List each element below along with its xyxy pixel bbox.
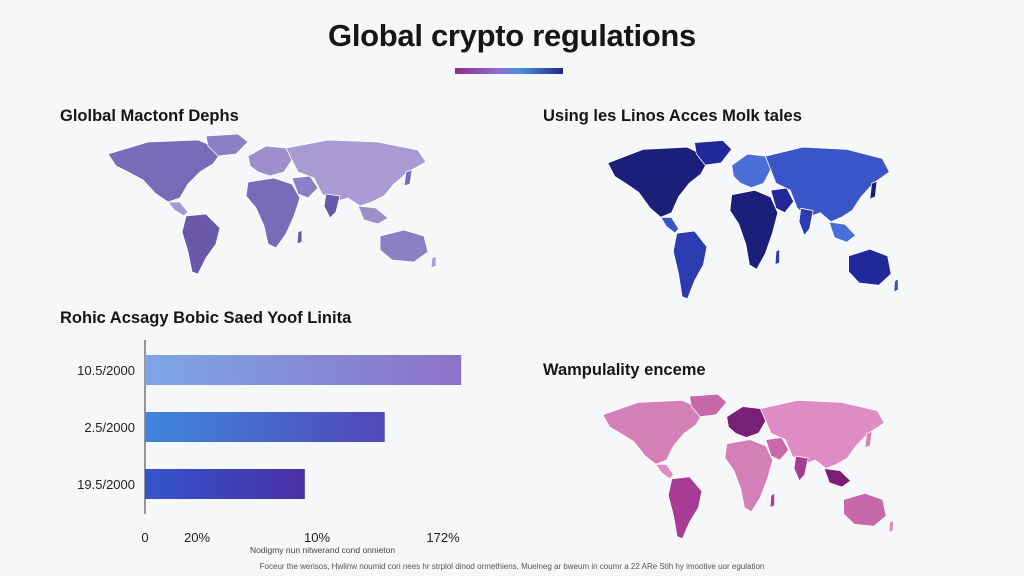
map-region-madagascar <box>296 229 303 245</box>
map-region-europe <box>247 145 293 177</box>
map-region-india <box>798 207 814 236</box>
map-region-india <box>793 455 809 482</box>
map-3-title: Wampulality enceme <box>543 361 706 379</box>
x-tick-label-4: 172% <box>426 530 460 545</box>
map-region-europe <box>731 153 772 189</box>
map-2-title: Using les Linos Acces Molk tales <box>543 107 802 125</box>
map-region-madagascar <box>774 248 780 266</box>
map-region-australia <box>848 248 892 286</box>
map-region-south-america <box>667 476 703 540</box>
map-region-asia <box>760 399 885 469</box>
bar-3 <box>145 469 305 499</box>
map-region-africa <box>245 177 301 249</box>
map-region-greenland <box>694 139 733 166</box>
page-title: Global crypto regulations <box>328 18 696 53</box>
map-region-new-zealand <box>888 519 894 533</box>
map-region-africa <box>724 439 774 513</box>
bar-chart: 10.5/2000 2.5/2000 19.5/2000 0 20% 10% 172% <box>77 340 462 545</box>
footnote: Foceur the werisos, Hwlinw noumid cori n… <box>259 562 765 571</box>
world-map-3 <box>602 393 894 540</box>
map-region-japan <box>403 169 413 187</box>
map-region-south-america <box>181 213 221 275</box>
map-region-southeast-asia <box>357 205 389 225</box>
map-region-asia <box>285 139 427 207</box>
map-region-new-zealand <box>430 255 437 269</box>
map-region-europe <box>726 406 767 438</box>
map-region-greenland <box>205 133 249 157</box>
map-region-japan <box>869 180 878 200</box>
map-region-madagascar <box>769 492 775 509</box>
x-tick-label-2: 20% <box>184 530 210 545</box>
category-label-3: 19.5/2000 <box>77 477 135 492</box>
map-region-australia <box>379 229 429 263</box>
map-region-africa <box>729 189 779 270</box>
map-region-india <box>323 193 341 219</box>
category-label-2: 2.5/2000 <box>84 420 135 435</box>
map-1-title: Glolbal Mactonf Dephs <box>60 107 239 125</box>
bar-chart-title: Rohic Acsagy Bobic Saed Yoof Linita <box>60 309 352 327</box>
map-region-central-america <box>167 201 189 217</box>
map-region-north-america <box>107 139 224 203</box>
map-region-north-america <box>602 399 705 465</box>
bar-1 <box>145 355 462 385</box>
map-region-south-america <box>672 230 708 300</box>
map-region-southeast-asia <box>823 468 852 488</box>
map-region-north-america <box>607 146 710 218</box>
x-tick-label-1: 0 <box>141 530 148 545</box>
map-region-asia <box>765 146 890 223</box>
map-region-middle-east <box>770 187 795 214</box>
world-map-1 <box>107 133 437 275</box>
map-region-greenland <box>689 393 728 418</box>
world-map-2 <box>607 139 899 300</box>
map-region-new-zealand <box>893 278 899 293</box>
x-tick-label-3: 10% <box>304 530 330 545</box>
map-region-middle-east <box>291 175 319 199</box>
map-region-central-america <box>655 463 674 480</box>
map-region-southeast-asia <box>828 221 857 243</box>
x-axis-caption: Nodigmy nun nitwerand cond onnieton <box>250 545 396 555</box>
map-region-middle-east <box>765 437 790 461</box>
category-label-1: 10.5/2000 <box>77 363 135 378</box>
map-region-australia <box>843 492 887 527</box>
bar-2 <box>145 412 385 442</box>
title-accent-bar <box>455 68 563 74</box>
map-region-japan <box>864 430 873 449</box>
map-region-central-america <box>660 216 679 234</box>
